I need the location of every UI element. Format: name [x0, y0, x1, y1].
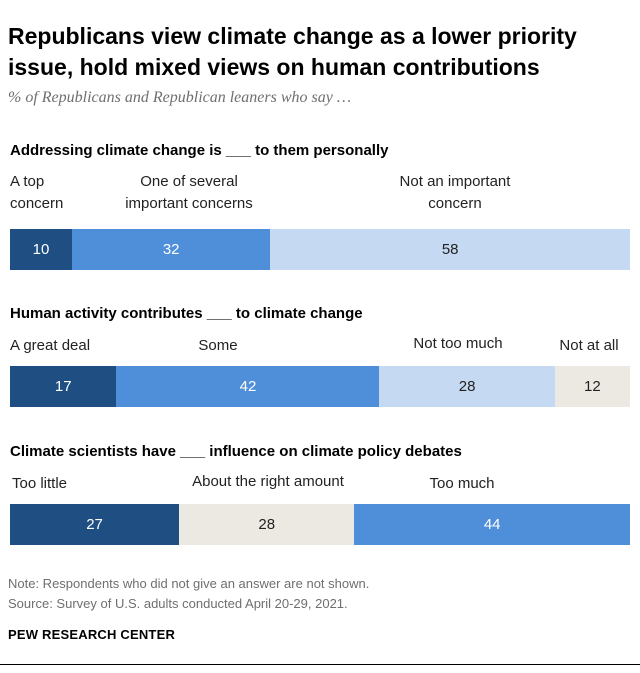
bottom-rule — [0, 664, 640, 665]
category-label: Some — [198, 337, 238, 354]
bar-segment: 28 — [179, 504, 355, 545]
category-label: A top concern — [10, 173, 64, 212]
chart-title: Republicans view climate change as a low… — [8, 23, 577, 80]
bar-segment: 42 — [116, 366, 380, 407]
bar-value-label: 17 — [54, 378, 72, 395]
category-label: Not an important concern — [399, 173, 511, 212]
question-label: Addressing climate change is ___ to them… — [10, 142, 389, 159]
bar-value-label: 32 — [162, 241, 180, 258]
category-label: About the right amount — [192, 473, 344, 490]
bar-value-label: 44 — [483, 516, 501, 533]
stacked-bar: 27 28 44 — [10, 504, 630, 545]
category-label: Too much — [429, 475, 495, 492]
bar-value-label: 27 — [86, 516, 103, 533]
source-text: Source: Survey of U.S. adults conducted … — [8, 596, 348, 611]
bar-value-label: 12 — [584, 378, 601, 395]
category-label: A great deal — [10, 337, 91, 354]
category-label: Not too much — [413, 335, 503, 352]
bar-value-label: 28 — [458, 378, 476, 395]
bar-segment: 12 — [554, 366, 630, 407]
bar-segment: 10 — [10, 229, 72, 270]
bar-segment: 32 — [72, 229, 271, 270]
brand-name: PEW RESEARCH CENTER — [8, 627, 176, 642]
bar-value-label: 28 — [258, 516, 276, 533]
category-label: Too little — [12, 475, 68, 492]
question-label: Climate scientists have ___ influence on… — [10, 443, 462, 460]
category-label: One of several important concerns — [125, 173, 253, 212]
bar-value-label: 10 — [32, 241, 50, 258]
note-text: Note: Respondents who did not give an an… — [8, 576, 370, 591]
bar-segment: 58 — [270, 229, 630, 270]
question-label: Human activity contributes ___ to climat… — [10, 305, 363, 322]
stacked-bar: 10 32 58 — [10, 229, 630, 270]
chart-subtitle: % of Republicans and Republican leaners … — [8, 89, 352, 106]
bar-segment: 28 — [379, 366, 555, 407]
bar-segment: 44 — [354, 504, 630, 545]
bar-value-label: 42 — [239, 378, 257, 395]
bar-segment: 17 — [10, 366, 117, 407]
stacked-bar: 17 42 28 12 — [10, 366, 630, 407]
notes: Note: Respondents who did not give an an… — [8, 574, 369, 614]
bar-value-label: 58 — [441, 241, 459, 258]
bar-segment: 27 — [10, 504, 180, 545]
category-label: Not at all — [559, 337, 619, 354]
